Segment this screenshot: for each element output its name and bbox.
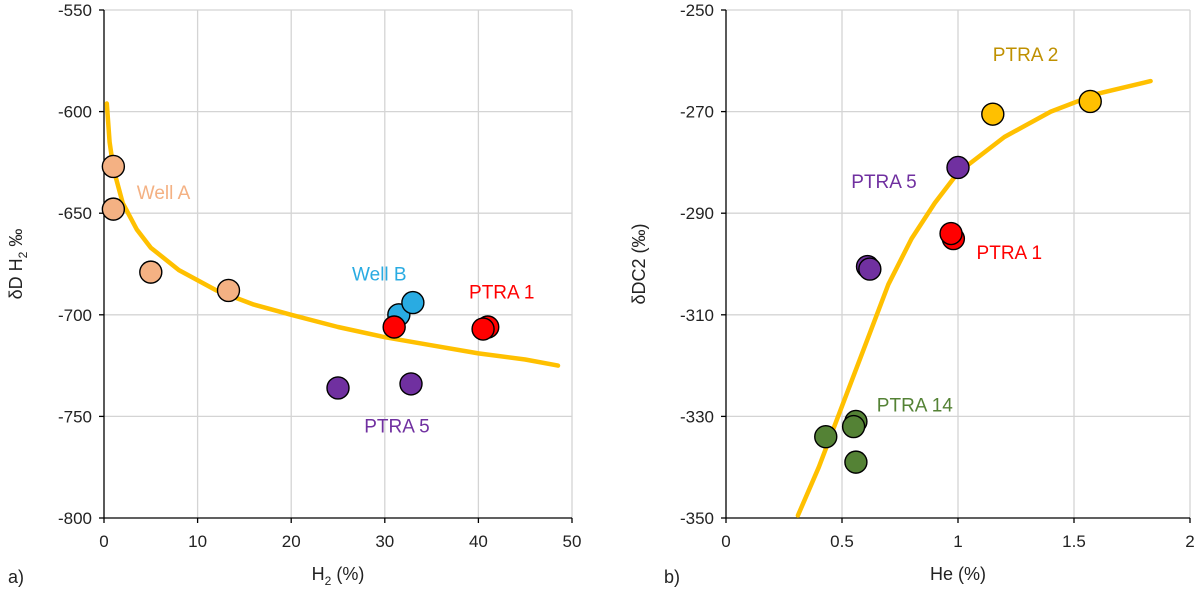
- panel-b-x-tick-label: 2: [1185, 532, 1194, 551]
- panel-b-y-tick-label: -350: [680, 509, 714, 528]
- panel-b-annotation-ptra-2: PTRA 2: [993, 45, 1058, 66]
- panel-a-annotation-ptra-5: PTRA 5: [364, 417, 429, 438]
- panel-b-y-tick-label: -310: [680, 306, 714, 325]
- panel-a-annotation-ptra-1: PTRA 1: [469, 283, 534, 304]
- panel-a-annotation-well-a: Well A: [137, 183, 191, 204]
- panel-b-label: b): [664, 567, 680, 587]
- panel-b-point-ptra-2: [981, 102, 1005, 126]
- panel-a-point-well-a: [101, 197, 126, 221]
- panel-b-x-tick-label: 0.5: [830, 532, 854, 551]
- panel-b-fit-curve: [795, 78, 1153, 518]
- panel-a-point-well-a: [216, 278, 241, 303]
- panel-b-point-ptra-14: [814, 425, 838, 449]
- panel-b-y-tick-label: -290: [680, 204, 714, 223]
- panel-a-x-tick-label: 0: [99, 532, 108, 551]
- panel-b-x-tick-label: 0: [721, 532, 730, 551]
- panel-a-point-ptra-5: [399, 372, 423, 396]
- panel-b-y-tick-label: -250: [680, 1, 714, 20]
- panel-b-point-ptra-5: [858, 257, 882, 281]
- panel-a-y-tick-label: -550: [58, 1, 92, 20]
- panel-b-x-tick-label: 1.5: [1062, 532, 1086, 551]
- panel-a-y-tick-label: -750: [58, 407, 92, 426]
- panel-a-y-tick-label: -800: [58, 509, 92, 528]
- panel-b-point-ptra-5: [946, 155, 970, 180]
- panel-b-y-axis-label: δDC2 (‰): [629, 223, 649, 304]
- panel-a-point-ptra-1: [382, 315, 406, 339]
- panel-b-point-ptra-14: [841, 414, 866, 439]
- panel-a-y-tick-label: -700: [58, 306, 92, 325]
- panel-b-x-axis-label: He (%): [930, 564, 986, 584]
- panel-a-point-well-a: [101, 154, 126, 179]
- panel-a-y-tick-label: -600: [58, 103, 92, 122]
- panel-a-point-ptra-1: [471, 317, 495, 341]
- panel-a-x-tick-label: 40: [469, 532, 488, 551]
- panel-b-y-tick-label: -270: [680, 103, 714, 122]
- panel-b-chart: 0 0.5 1 1.5 2 -350 -330 -310 -290 -270 -250 He (%) δ…: [629, 1, 1195, 587]
- panel-b-annotation-ptra-1: PTRA 1: [977, 243, 1042, 264]
- panel-a-point-ptra-5: [326, 376, 350, 400]
- panel-b-point-ptra-14: [844, 450, 868, 474]
- panel-a-point-well-a: [139, 260, 163, 284]
- panel-a-point-well-b: [401, 290, 425, 315]
- panel-b-annotation-ptra-14: PTRA 14: [877, 395, 953, 416]
- panel-a-y-tick-label: -650: [58, 204, 92, 223]
- panel-b-y-tick-label: -330: [680, 407, 714, 426]
- panel-a-chart: 0 10 20 30 40 50 -800 -750 -700 -650 -600 -550 H2 (%…: [6, 1, 581, 588]
- panel-a-x-tick-label: 10: [188, 532, 207, 551]
- panel-a-x-axis-label: H2 (%): [312, 564, 365, 588]
- panel-a-x-tick-label: 20: [282, 532, 301, 551]
- panel-b-point-ptra-2: [1078, 89, 1102, 114]
- panel-a-y-axis-label: δD H2 ‰: [6, 229, 30, 300]
- panel-a-annotation-well-b: Well B: [352, 264, 407, 285]
- panel-b-x-tick-label: 1: [953, 532, 962, 551]
- panel-a-x-tick-label: 30: [375, 532, 394, 551]
- panel-b-annotation-ptra-5: PTRA 5: [851, 172, 916, 193]
- panel-a-x-tick-label: 50: [563, 532, 582, 551]
- panel-b-point-ptra-1: [939, 221, 963, 246]
- panel-a-label: a): [8, 567, 24, 587]
